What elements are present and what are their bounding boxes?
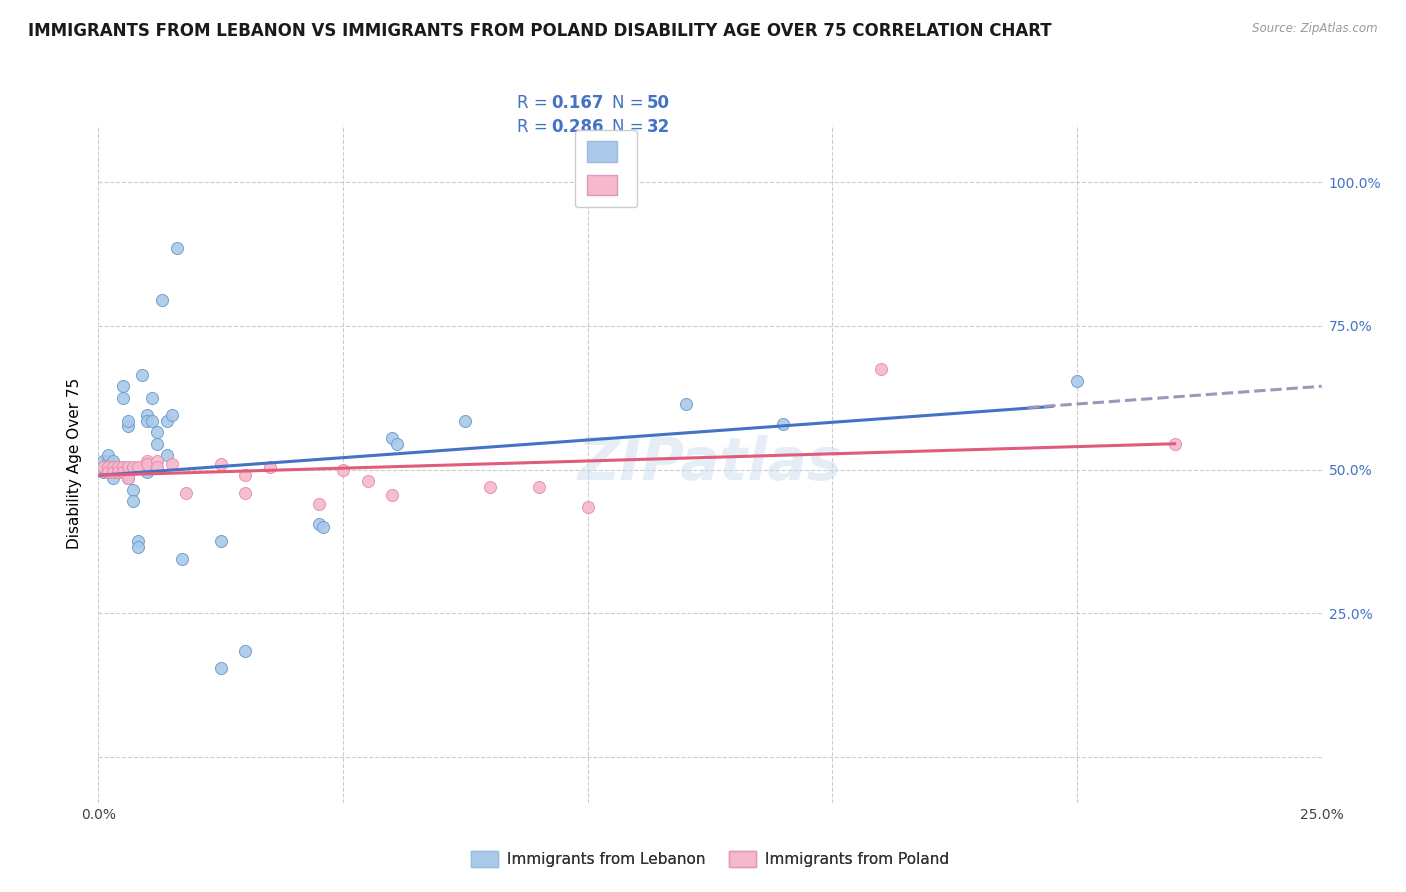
Point (107, 466, 129, 480)
Point (131, 368, 153, 382)
Point (97, 454, 120, 468)
Point (356, 474, 378, 488)
Point (156, 448, 179, 462)
Point (101, 459, 124, 474)
Point (141, 414, 163, 428)
Point (117, 471, 139, 485)
Point (156, 414, 179, 428)
Point (146, 454, 169, 468)
Point (385, 436, 408, 450)
Point (259, 459, 281, 474)
Point (101, 454, 124, 468)
Point (308, 517, 330, 532)
Point (166, 241, 188, 255)
Point (136, 454, 159, 468)
Point (107, 459, 129, 474)
Point (870, 362, 893, 376)
Point (527, 480, 550, 494)
Point (97, 466, 120, 480)
Text: N =: N = (612, 118, 650, 136)
Point (146, 459, 169, 474)
Y-axis label: Disability Age Over 75: Disability Age Over 75 (67, 378, 83, 549)
Point (146, 436, 169, 450)
Point (107, 466, 129, 480)
Text: 0.167: 0.167 (551, 94, 603, 112)
Point (111, 459, 134, 474)
Point (576, 500, 599, 514)
Point (127, 534, 149, 549)
Point (101, 471, 124, 485)
Point (381, 431, 404, 445)
Point (176, 485, 198, 500)
Point (312, 520, 335, 534)
Point (209, 534, 232, 549)
Point (136, 414, 159, 428)
Point (675, 396, 697, 410)
Point (209, 457, 232, 471)
Point (97, 459, 120, 474)
Point (91, 459, 114, 474)
Text: R =: R = (517, 94, 553, 112)
Point (308, 497, 330, 511)
Text: 50: 50 (647, 94, 669, 112)
Point (97, 448, 120, 462)
Text: IMMIGRANTS FROM LEBANON VS IMMIGRANTS FROM POLAND DISABILITY AGE OVER 75 CORRELA: IMMIGRANTS FROM LEBANON VS IMMIGRANTS FR… (28, 22, 1052, 40)
Point (127, 459, 149, 474)
Point (150, 293, 173, 307)
Point (101, 459, 124, 474)
Point (478, 480, 501, 494)
Point (111, 391, 134, 405)
Point (233, 643, 256, 657)
Point (97, 459, 120, 474)
Point (136, 408, 159, 422)
Point (97, 466, 120, 480)
Point (101, 466, 124, 480)
Point (117, 414, 139, 428)
Text: ZIPatlas: ZIPatlas (578, 435, 842, 492)
Point (121, 483, 143, 497)
Point (454, 414, 477, 428)
Point (332, 462, 354, 476)
Point (141, 391, 163, 405)
Point (117, 471, 139, 485)
Point (91, 454, 114, 468)
Point (146, 425, 169, 440)
Point (233, 468, 256, 483)
Point (91, 459, 114, 474)
Point (117, 466, 139, 480)
Text: Source: ZipAtlas.com: Source: ZipAtlas.com (1253, 22, 1378, 36)
Point (127, 540, 149, 554)
Point (111, 466, 134, 480)
Point (209, 661, 232, 675)
Point (111, 379, 134, 393)
Point (160, 457, 183, 471)
Point (121, 494, 143, 508)
Point (121, 459, 143, 474)
Point (91, 466, 114, 480)
Point (107, 459, 129, 474)
Point (1066, 374, 1088, 388)
Point (136, 457, 159, 471)
Text: R =: R = (517, 118, 553, 136)
Point (233, 485, 256, 500)
Point (160, 408, 183, 422)
Point (117, 459, 139, 474)
Point (136, 466, 159, 480)
Point (101, 466, 124, 480)
Text: 32: 32 (647, 118, 669, 136)
Point (117, 419, 139, 434)
Point (1164, 436, 1187, 450)
Point (170, 551, 193, 566)
Point (772, 417, 794, 431)
Text: 0.286: 0.286 (551, 118, 603, 136)
Point (381, 488, 404, 502)
Text: N =: N = (612, 94, 650, 112)
Legend: Immigrants from Lebanon, Immigrants from Poland: Immigrants from Lebanon, Immigrants from… (464, 845, 956, 873)
